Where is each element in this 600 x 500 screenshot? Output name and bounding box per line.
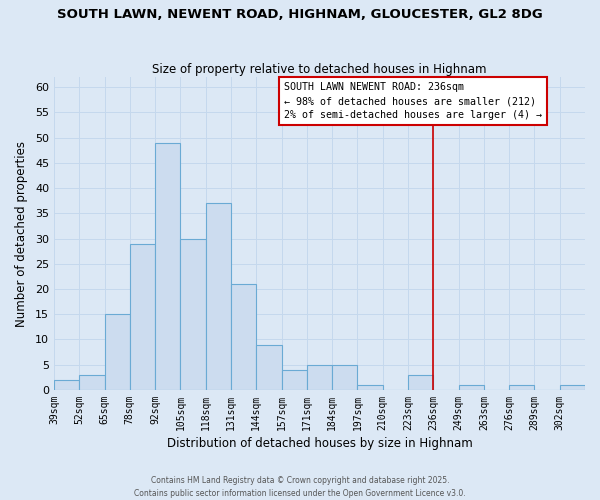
Bar <box>560 385 585 390</box>
Y-axis label: Number of detached properties: Number of detached properties <box>15 140 28 326</box>
Bar <box>79 375 104 390</box>
Bar <box>281 370 307 390</box>
Bar <box>358 385 383 390</box>
Bar <box>155 142 181 390</box>
Bar <box>458 385 484 390</box>
Bar <box>231 284 256 390</box>
Bar <box>332 364 358 390</box>
Bar <box>206 204 231 390</box>
Bar <box>54 380 79 390</box>
Bar <box>307 364 332 390</box>
Text: SOUTH LAWN NEWENT ROAD: 236sqm
← 98% of detached houses are smaller (212)
2% of : SOUTH LAWN NEWENT ROAD: 236sqm ← 98% of … <box>284 82 542 120</box>
X-axis label: Distribution of detached houses by size in Highnam: Distribution of detached houses by size … <box>167 437 472 450</box>
Bar <box>181 238 206 390</box>
Bar <box>509 385 535 390</box>
Text: Contains HM Land Registry data © Crown copyright and database right 2025.
Contai: Contains HM Land Registry data © Crown c… <box>134 476 466 498</box>
Text: SOUTH LAWN, NEWENT ROAD, HIGHNAM, GLOUCESTER, GL2 8DG: SOUTH LAWN, NEWENT ROAD, HIGHNAM, GLOUCE… <box>57 8 543 20</box>
Bar <box>104 314 130 390</box>
Title: Size of property relative to detached houses in Highnam: Size of property relative to detached ho… <box>152 63 487 76</box>
Bar <box>256 344 281 390</box>
Bar <box>408 375 433 390</box>
Bar <box>130 244 155 390</box>
